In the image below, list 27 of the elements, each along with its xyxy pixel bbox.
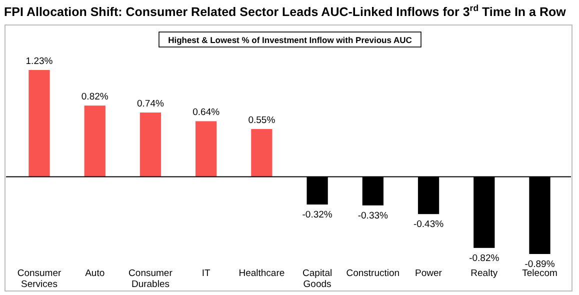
data-label: 0.55% [248,115,276,126]
x-tick-label: Healthcare [238,268,285,279]
data-label: 0.74% [137,98,164,110]
x-tick-label: Consumer Services [17,268,62,290]
data-label: -0.32% [302,210,333,221]
bar [28,70,50,177]
bar [84,106,106,177]
x-tick-label: IT [202,268,210,279]
x-tick-label: Consumer Durables [128,268,172,290]
x-tick-label: Construction [346,268,400,279]
data-label: 0.64% [192,107,220,118]
x-tick-label: Capital Goods [302,268,332,290]
x-tick-label: Power [415,268,442,279]
x-tick-label: Realty [470,268,498,279]
data-label: -0.82% [469,252,500,264]
x-tick-label: Telecom [522,268,558,279]
data-label: -0.89% [524,259,556,270]
chart-subtitle: Highest & Lowest % of Investment Inflow with Previous AUC [168,35,412,45]
data-label: -0.43% [413,219,444,230]
data-label: -0.33% [358,210,389,222]
chart-title: FPI Allocation Shift: Consumer Related Sector Leads AUC-Linked Inflows for 3$^{rd}$ Time In a Row [4,3,566,19]
bar [140,112,162,177]
data-label: 0.82% [81,92,109,103]
x-tick-label: Auto [85,268,105,279]
data-label: 1.23% [26,56,54,67]
bar [251,129,272,177]
bar [196,121,217,177]
